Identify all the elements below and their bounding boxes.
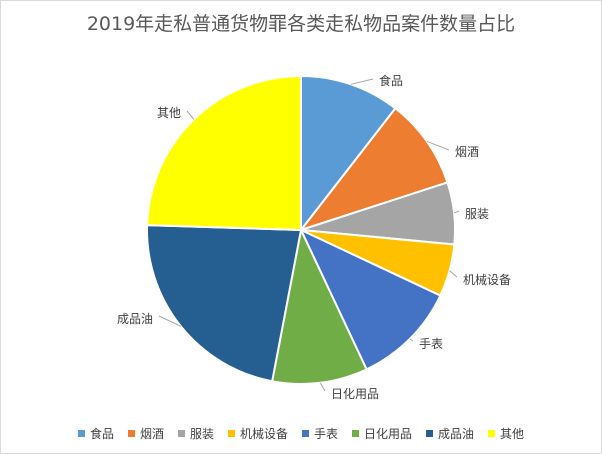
slice-label-6: 日化用品 (331, 387, 379, 401)
slice-label-5: 手表 (419, 337, 443, 351)
legend-item-6: 日化用品 (352, 425, 412, 442)
legend-item-5: 手表 (302, 425, 338, 442)
legend-label-3: 服装 (189, 427, 214, 441)
chart-title: 2019年走私普通货物罪各类走私物品案件数量占比 (86, 13, 516, 35)
leader-line-7 (158, 315, 182, 327)
legend-swatch-3 (177, 430, 185, 437)
legend-swatch-8 (488, 430, 496, 437)
chart-legend: 食品 烟酒 服装 机械设备 手表 日化用品 成品油 其他 (1, 425, 601, 442)
legend-item-7: 成品油 (426, 425, 474, 442)
leader-line-5 (409, 338, 414, 342)
slice-label-3: 服装 (465, 207, 489, 221)
legend-label-5: 手表 (314, 427, 339, 441)
leader-line-4 (449, 270, 458, 278)
legend-label-6: 日化用品 (364, 427, 413, 441)
leader-line-2 (426, 140, 450, 151)
pie-slice-6 (270, 226, 368, 385)
slice-label-8: 其他 (157, 106, 181, 120)
legend-label-8: 其他 (500, 427, 525, 441)
legend-swatch-7 (426, 430, 434, 437)
leader-line-1 (350, 78, 374, 85)
legend-label-4: 机械设备 (239, 427, 288, 441)
leader-line-8 (186, 110, 195, 120)
pie-slice-8 (146, 74, 302, 232)
leader-line-3 (453, 210, 460, 214)
legend-item-4: 机械设备 (227, 425, 288, 442)
legend-item-2: 烟酒 (127, 425, 164, 442)
legend-label-1: 食品 (89, 427, 114, 441)
slice-label-1: 食品 (379, 73, 403, 88)
legend-swatch-1 (77, 430, 85, 437)
slice-label-7: 成品油 (117, 312, 153, 326)
legend-label-7: 成品油 (438, 427, 475, 441)
legend-swatch-4 (227, 430, 235, 437)
leader-line-6 (319, 382, 326, 392)
pie-slice-5 (298, 227, 442, 371)
legend-item-1: 食品 (77, 425, 114, 442)
pie-slice-2 (298, 106, 449, 232)
legend-swatch-5 (302, 430, 309, 437)
legend-label-2: 烟酒 (139, 427, 164, 441)
slice-label-4: 机械设备 (463, 272, 511, 287)
legend-item-3: 服装 (177, 425, 214, 442)
legend-item-8: 其他 (488, 425, 524, 442)
legend-swatch-2 (127, 430, 135, 437)
slice-label-2: 烟酒 (455, 145, 479, 159)
legend-swatch-6 (352, 430, 360, 437)
